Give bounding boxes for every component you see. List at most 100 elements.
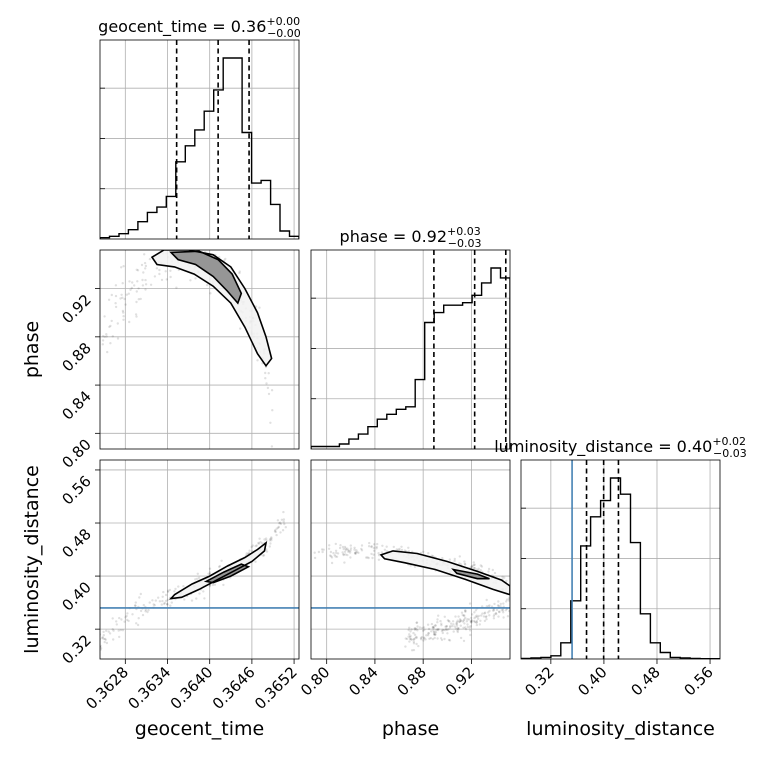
sample-point: [450, 622, 453, 625]
sample-point: [434, 631, 438, 634]
sample-point: [475, 621, 478, 624]
sample-point: [100, 644, 102, 648]
title-luminosity_distance: luminosity_distance = 0.40+0.02 −0.03: [494, 435, 747, 460]
sample-point: [114, 284, 118, 287]
sample-point: [456, 619, 459, 622]
sample-point: [281, 529, 285, 532]
sample-point: [250, 545, 253, 549]
sample-point: [407, 635, 410, 638]
sample-point: [332, 551, 335, 555]
sample-point: [458, 562, 461, 565]
sample-point: [395, 548, 398, 551]
sample-point: [208, 571, 212, 574]
sample-point: [144, 267, 147, 270]
sample-point: [469, 633, 472, 637]
sample-point: [144, 608, 147, 611]
sample-point: [269, 537, 272, 541]
sample-point: [133, 284, 136, 287]
sample-point: [479, 569, 482, 572]
sample-point: [262, 554, 265, 557]
sample-point: [370, 545, 373, 549]
sample-point: [164, 593, 168, 597]
sample-point: [120, 293, 123, 296]
sample-point: [125, 293, 128, 296]
sample-point: [415, 628, 418, 631]
sample-point: [375, 547, 378, 550]
sample-point: [174, 587, 177, 591]
sample-point: [448, 558, 451, 561]
sample-point: [434, 633, 437, 636]
sample-point: [144, 283, 148, 286]
sample-point: [256, 359, 259, 362]
sample-point: [148, 601, 151, 604]
sample-point: [481, 612, 484, 615]
sample-point: [169, 275, 172, 279]
sample-point: [121, 629, 125, 632]
sample-point: [109, 324, 112, 328]
sample-point: [354, 551, 357, 554]
sample-point: [371, 556, 374, 560]
sample-point: [260, 542, 264, 545]
title-plus-phase: +0.03: [447, 225, 481, 238]
sample-point: [139, 609, 143, 613]
sample-point: [176, 246, 178, 248]
sample-point: [430, 554, 434, 557]
sample-point: [502, 616, 505, 619]
sample-point: [354, 551, 357, 554]
sample-point: [412, 638, 415, 641]
sample-point: [377, 558, 381, 561]
sample-point: [436, 621, 439, 624]
sample-point: [158, 272, 161, 276]
sample-point: [165, 278, 168, 281]
sample-point: [143, 253, 146, 256]
sample-point: [492, 609, 496, 612]
sample-point: [123, 620, 126, 623]
sample-point: [270, 539, 273, 542]
sample-point: [348, 551, 352, 554]
sample-point: [130, 286, 133, 290]
sample-point: [466, 623, 469, 626]
sample-point: [196, 572, 199, 575]
sample-point: [499, 602, 502, 606]
sample-point: [493, 571, 497, 575]
sample-point: [424, 638, 427, 641]
sample-point: [464, 616, 467, 619]
sample-point: [437, 614, 440, 617]
sample-point: [420, 638, 423, 641]
y-tick-label: 0.88: [58, 339, 94, 375]
sample-point: [412, 638, 416, 641]
sample-point: [343, 561, 346, 564]
sample-point: [463, 622, 466, 625]
sample-point: [443, 615, 446, 618]
sample-point: [128, 320, 131, 324]
sample-point: [97, 645, 99, 647]
sample-point: [265, 539, 268, 542]
sample-point: [458, 620, 461, 623]
title-plus-geocent_time: +0.00: [266, 15, 300, 28]
sample-point: [413, 628, 417, 631]
sample-point: [259, 540, 262, 544]
y-tick-label: 0.48: [58, 525, 94, 561]
sample-point: [432, 626, 435, 630]
sample-point: [123, 297, 126, 301]
sample-point: [474, 615, 477, 618]
sample-point: [488, 609, 491, 613]
sample-point: [439, 637, 443, 640]
sample-point: [409, 630, 412, 633]
sample-point: [462, 626, 465, 629]
sample-point: [346, 553, 349, 557]
sample-point: [220, 559, 223, 562]
sample-point: [264, 377, 267, 380]
sample-point: [115, 620, 118, 623]
sample-point: [190, 599, 194, 602]
sample-point: [156, 241, 158, 243]
sample-point: [444, 625, 447, 628]
sample-point: [405, 637, 409, 641]
sample-point: [477, 567, 480, 570]
sample-point: [429, 636, 432, 640]
sample-point: [139, 297, 142, 301]
sample-point: [222, 583, 225, 587]
sample-point: [102, 637, 105, 641]
sample-point: [470, 565, 473, 568]
